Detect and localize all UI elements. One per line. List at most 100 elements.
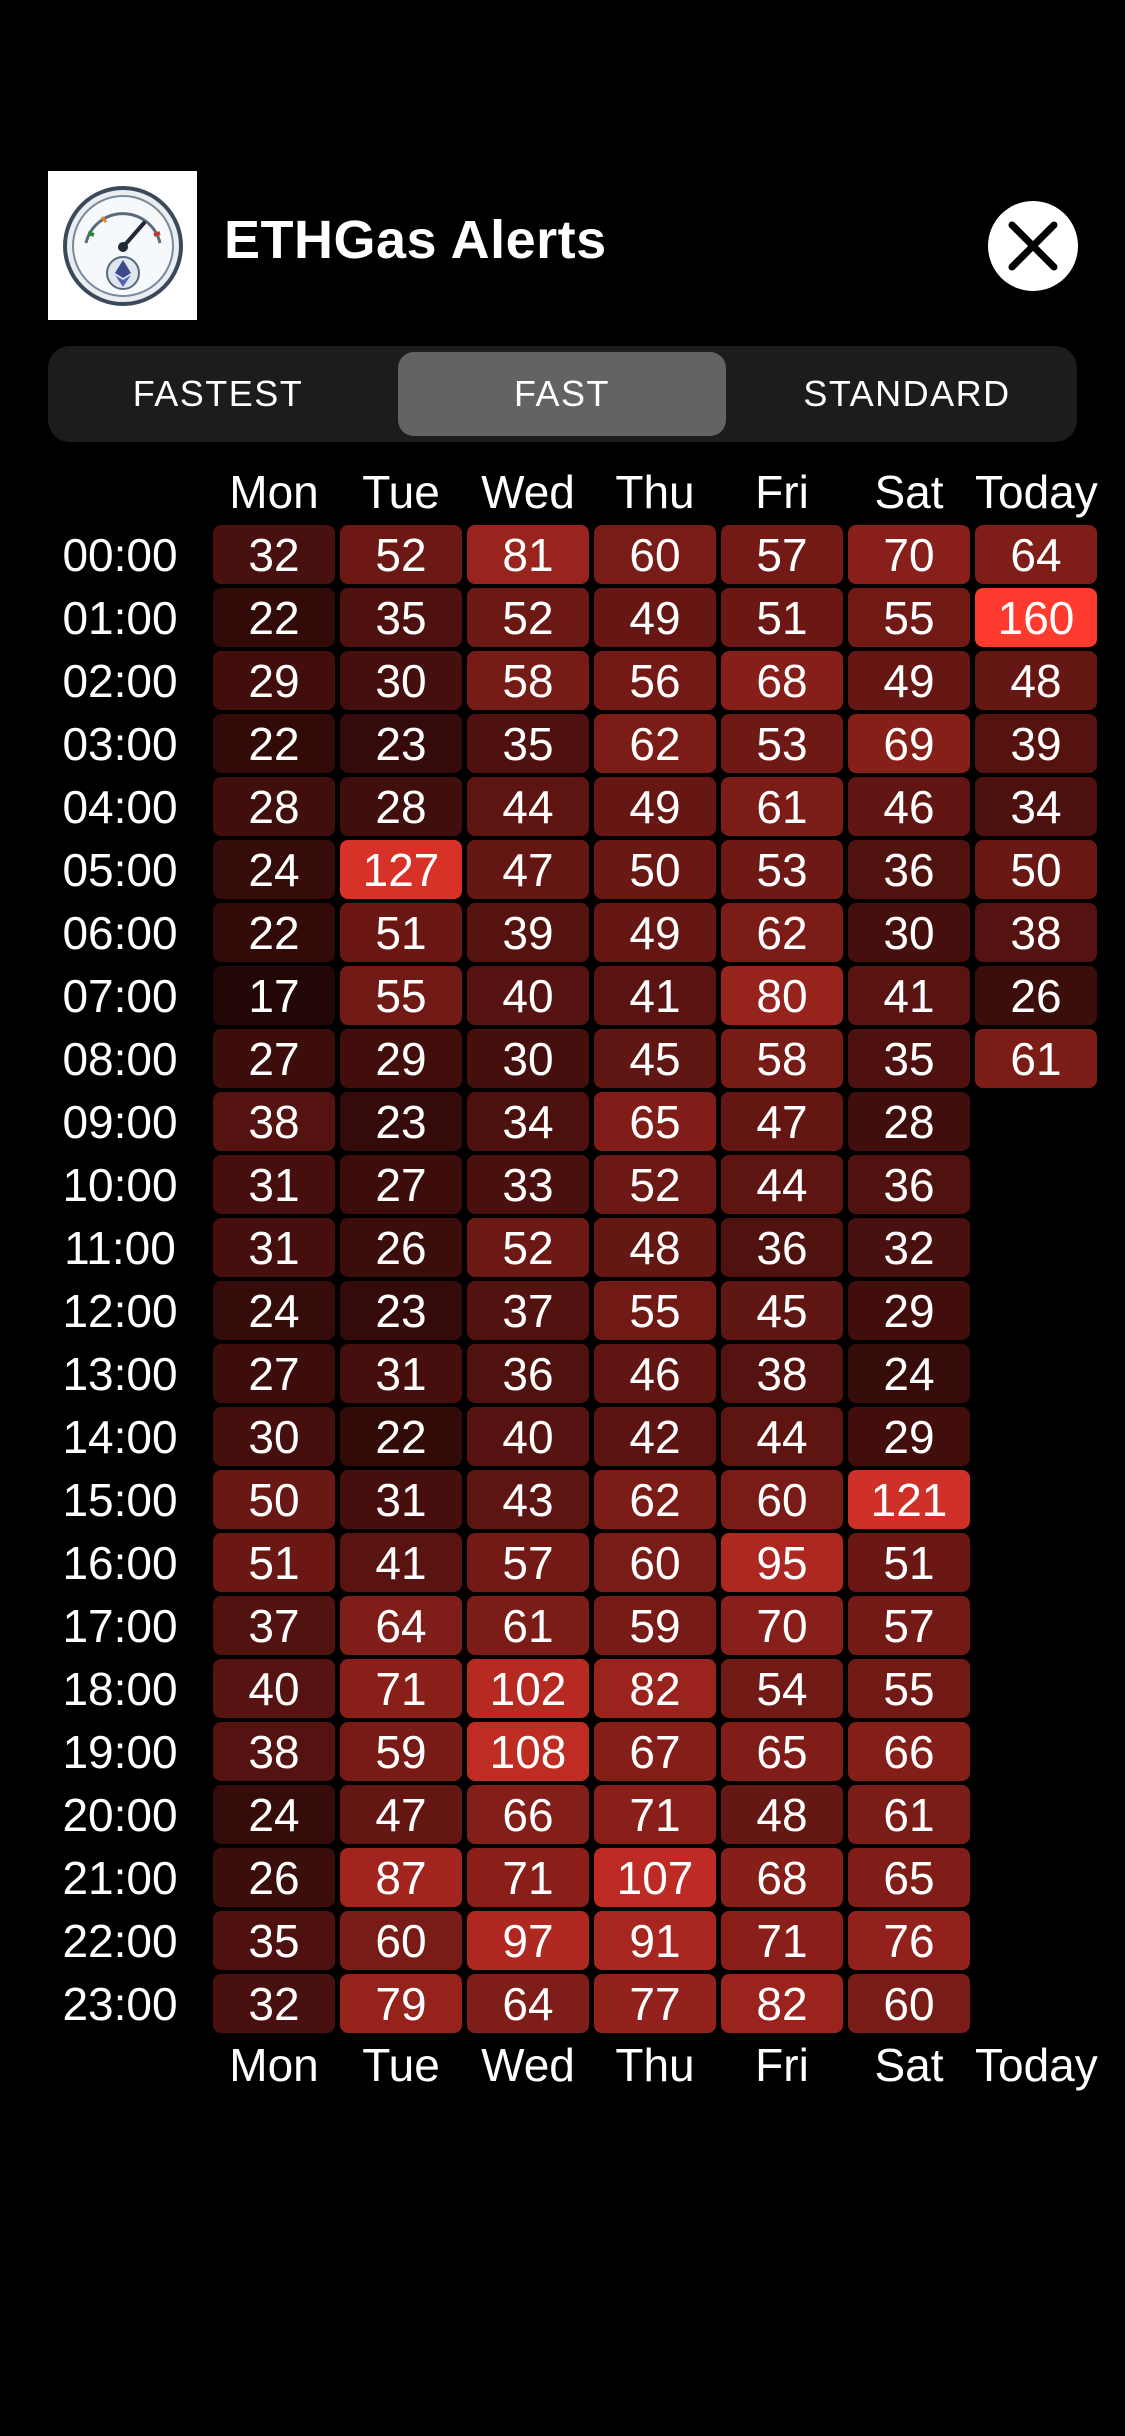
heatmap-cell: 26 [340,1218,462,1277]
row-label-hour: 15:00 [62,1474,178,1526]
heatmap-cell: 37 [213,1596,335,1655]
heatmap-cell: 77 [594,1974,716,2033]
row-label-hour: 01:00 [62,592,178,644]
heatmap-cell: 57 [721,525,843,584]
heatmap-cell: 65 [848,1848,970,1907]
speed-segmented-control: FASTEST FAST STANDARD [48,346,1077,442]
heatmap-cell: 47 [340,1785,462,1844]
heatmap-cell: 70 [848,525,970,584]
heatmap-cell: 50 [594,840,716,899]
heatmap-cell: 49 [594,588,716,647]
heatmap-cell: 121 [848,1470,970,1529]
heatmap-cell: 28 [213,777,335,836]
heatmap-cell: 23 [340,714,462,773]
heatmap-cell: 38 [213,1722,335,1781]
heatmap-cell: 44 [467,777,589,836]
close-button[interactable] [988,201,1078,291]
row-label-hour: 04:00 [62,781,178,833]
heatmap-cell: 65 [721,1722,843,1781]
heatmap-cell: 28 [340,777,462,836]
heatmap-cell: 24 [213,1281,335,1340]
heatmap-cell: 58 [467,651,589,710]
heatmap-cell: 23 [340,1092,462,1151]
tab-standard[interactable]: STANDARD [803,373,1011,414]
heatmap-cell: 22 [213,588,335,647]
heatmap-cell: 30 [467,1029,589,1088]
app-header: ETHGas Alerts [48,171,1078,320]
heatmap-cell: 82 [594,1659,716,1718]
heatmap-cell: 55 [848,588,970,647]
heatmap-cell: 66 [467,1785,589,1844]
heatmap-cell: 28 [848,1092,970,1151]
heatmap-cell: 34 [467,1092,589,1151]
column-header-fri: Fri [755,466,809,518]
heatmap-cell: 127 [340,840,462,899]
heatmap-cell: 59 [340,1722,462,1781]
heatmap-cell: 50 [975,840,1097,899]
heatmap-cell: 61 [721,777,843,836]
heatmap-cell: 53 [721,714,843,773]
heatmap-cell: 23 [340,1281,462,1340]
heatmap-cell: 54 [721,1659,843,1718]
heatmap-cell: 42 [594,1407,716,1466]
heatmap-cell: 29 [848,1407,970,1466]
heatmap-cell: 29 [340,1029,462,1088]
row-label-hour: 18:00 [62,1663,178,1715]
heatmap-cell: 31 [213,1218,335,1277]
heatmap-cell: 70 [721,1596,843,1655]
row-label-hour: 07:00 [62,970,178,1022]
row-label-hour: 08:00 [62,1033,178,1085]
heatmap-cell: 46 [594,1344,716,1403]
column-footer-thu: Thu [615,2039,695,2091]
heatmap-cell: 32 [213,1974,335,2033]
column-footer-wed: Wed [481,2039,575,2091]
app-title: ETHGas Alerts [224,210,607,270]
heatmap-cell: 17 [213,966,335,1025]
row-label-hour: 09:00 [62,1096,178,1148]
heatmap-cell: 31 [213,1155,335,1214]
heatmap-cell: 102 [467,1659,589,1718]
heatmap-cell: 49 [848,651,970,710]
row-label-hour: 03:00 [62,718,178,770]
heatmap-cell: 39 [467,903,589,962]
heatmap-cell: 36 [467,1344,589,1403]
heatmap-cell: 81 [467,525,589,584]
heatmap-cell: 35 [848,1029,970,1088]
gas-gauge-logo-icon [48,171,197,320]
heatmap-cell: 45 [721,1281,843,1340]
heatmap-cell: 52 [467,588,589,647]
heatmap-cell: 35 [340,588,462,647]
heatmap-cell: 51 [848,1533,970,1592]
heatmap-cell: 61 [467,1596,589,1655]
heatmap-cell: 55 [594,1281,716,1340]
heatmap-cell: 64 [467,1974,589,2033]
heatmap-cell: 30 [848,903,970,962]
heatmap-cell: 35 [467,714,589,773]
tab-fast[interactable]: FAST [398,352,726,436]
row-label-hour: 21:00 [62,1852,178,1904]
heatmap-cell: 62 [594,1470,716,1529]
heatmap-cell: 30 [213,1407,335,1466]
heatmap-cell: 41 [848,966,970,1025]
heatmap-cell: 55 [848,1659,970,1718]
heatmap-cell: 87 [340,1848,462,1907]
heatmap-cell: 64 [975,525,1097,584]
heatmap-cell: 46 [848,777,970,836]
heatmap-cell: 45 [594,1029,716,1088]
row-label-hour: 10:00 [62,1159,178,1211]
heatmap-cell: 51 [721,588,843,647]
row-label-hour: 22:00 [62,1915,178,1967]
heatmap-cell: 39 [975,714,1097,773]
heatmap-cell: 22 [213,714,335,773]
heatmap-cell: 27 [340,1155,462,1214]
tab-fastest[interactable]: FASTEST [132,373,304,414]
heatmap-cell: 31 [340,1470,462,1529]
column-footer-today: Today [975,2039,1098,2091]
heatmap-cell: 41 [340,1533,462,1592]
heatmap-cell: 55 [340,966,462,1025]
heatmap-cell: 60 [594,1533,716,1592]
heatmap-cell: 61 [975,1029,1097,1088]
column-header-sat: Sat [874,466,944,518]
heatmap-cell: 32 [848,1218,970,1277]
heatmap-cell: 64 [340,1596,462,1655]
